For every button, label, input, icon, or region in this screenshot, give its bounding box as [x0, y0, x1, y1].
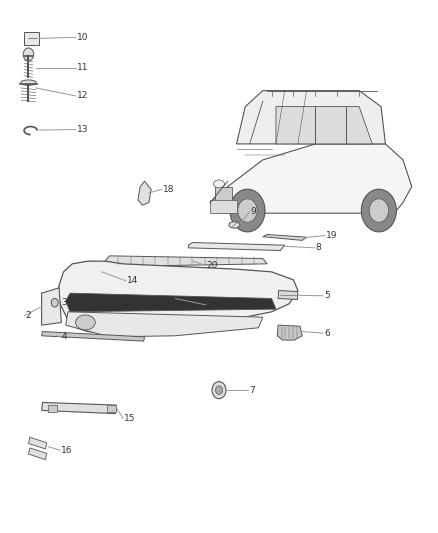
Ellipse shape [214, 180, 224, 188]
Ellipse shape [229, 222, 240, 228]
Text: 1: 1 [207, 301, 212, 309]
Text: 10: 10 [77, 33, 88, 42]
Text: 19: 19 [326, 231, 338, 240]
Text: 2: 2 [25, 311, 31, 320]
Text: 18: 18 [163, 185, 174, 193]
Bar [28, 448, 47, 459]
Text: 9: 9 [251, 207, 256, 216]
Text: 8: 8 [315, 244, 321, 252]
Polygon shape [237, 91, 385, 144]
Circle shape [212, 382, 226, 399]
Polygon shape [277, 325, 302, 340]
Text: 15: 15 [124, 414, 135, 423]
Polygon shape [66, 293, 276, 312]
Text: 20: 20 [207, 261, 218, 270]
Bar [210, 200, 237, 213]
Circle shape [238, 199, 257, 222]
Text: 12: 12 [77, 92, 88, 100]
Circle shape [230, 189, 265, 232]
Text: 11: 11 [77, 63, 88, 72]
Polygon shape [276, 107, 372, 144]
Polygon shape [210, 144, 412, 213]
Bar [28, 437, 47, 449]
Polygon shape [138, 181, 151, 205]
Circle shape [23, 48, 34, 61]
Bar [107, 405, 116, 412]
Ellipse shape [75, 315, 95, 330]
Circle shape [215, 386, 223, 394]
Ellipse shape [21, 80, 36, 85]
Bar [48, 405, 57, 412]
Polygon shape [81, 261, 103, 282]
Circle shape [361, 189, 396, 232]
Polygon shape [58, 261, 298, 333]
Text: 6: 6 [324, 329, 330, 337]
Circle shape [51, 298, 58, 307]
Polygon shape [263, 235, 307, 240]
Polygon shape [42, 332, 145, 341]
Text: 13: 13 [77, 125, 88, 134]
Text: 5: 5 [324, 292, 330, 300]
Text: 14: 14 [127, 277, 138, 285]
Polygon shape [278, 290, 298, 300]
Polygon shape [42, 402, 116, 414]
Bar [24, 32, 39, 45]
Polygon shape [188, 243, 285, 251]
Bar [215, 187, 232, 208]
Text: 3: 3 [61, 298, 67, 307]
Polygon shape [66, 312, 263, 337]
Polygon shape [105, 256, 267, 266]
Text: 7: 7 [249, 386, 254, 394]
Polygon shape [42, 288, 61, 325]
Text: 16: 16 [61, 446, 73, 455]
Text: 4: 4 [61, 333, 67, 341]
Circle shape [369, 199, 389, 222]
